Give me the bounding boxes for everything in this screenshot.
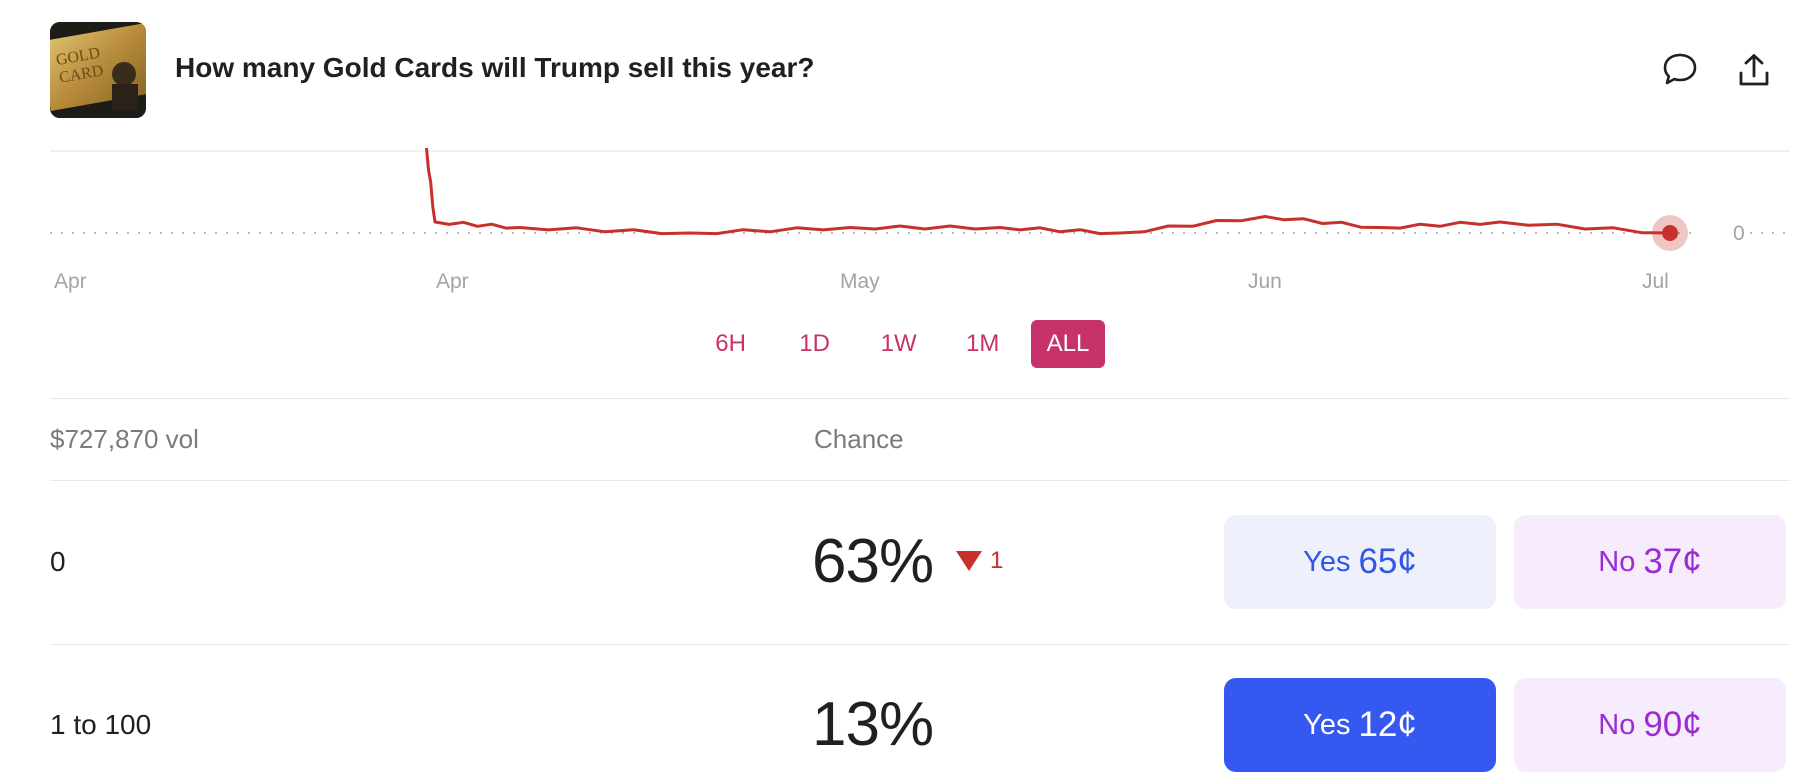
no-label: No [1598,708,1636,741]
chart-x-tick-label: May [840,270,880,293]
range-tab-1m[interactable]: 1M [965,330,1000,357]
chart-series-line [420,131,1671,236]
divider [50,644,1790,645]
share-upload-icon[interactable] [1732,48,1776,92]
buy-no-button[interactable]: No 90¢ [1514,678,1786,772]
comment-icon[interactable] [1658,48,1702,92]
divider [50,480,1790,481]
yes-price: 65¢ [1358,542,1417,581]
chance-change-value: 1 [990,547,1004,574]
range-tab-all[interactable]: ALL [1030,320,1106,368]
chart-x-tick-label: Jun [1248,270,1282,293]
buy-yes-button[interactable]: Yes 12¢ [1224,678,1496,772]
chance-column-header: Chance [814,424,904,454]
outcome-chance-0: 63% [812,527,934,596]
market-thumbnail: GOLD CARD [50,22,146,118]
volume-label: $727,870 vol [50,424,199,454]
chart-x-tick-label: Apr [54,270,87,293]
range-tab-1d[interactable]: 1D [799,330,830,357]
outcome-label-0: 0 [50,546,66,577]
outcome-chance-1: 13% [812,690,934,759]
down-triangle-icon [956,551,982,571]
range-tab-1w[interactable]: 1W [880,330,917,357]
chart-x-tick-label: Jul [1642,270,1669,293]
no-label: No [1598,545,1636,578]
page-title: How many Gold Cards will Trump sell this… [175,52,815,83]
chart-x-tick-label: Apr [436,270,469,293]
gold-card-image: GOLD CARD [50,22,146,118]
buy-no-button[interactable]: No 37¢ [1514,515,1786,609]
divider [50,398,1790,399]
yes-label: Yes [1303,708,1351,741]
no-price: 37¢ [1643,542,1702,581]
yes-label: Yes [1303,545,1351,578]
chart-current-point [1662,225,1678,241]
chart-svg: Apr Apr May Jun Jul 0 [50,131,1790,293]
outcome-label-1: 1 to 100 [50,709,152,740]
range-tab-6h[interactable]: 6H [715,330,746,357]
price-chart: Apr Apr May Jun Jul 0 [0,131,1800,308]
buy-yes-button[interactable]: Yes 65¢ [1224,515,1496,609]
chance-change: 1 [956,547,1003,575]
yes-price: 12¢ [1358,705,1417,744]
no-price: 90¢ [1643,705,1702,744]
time-range-tabs: 6H 1D 1W 1M ALL [0,320,1800,370]
chart-y-tick-label: 0 [1733,222,1745,245]
